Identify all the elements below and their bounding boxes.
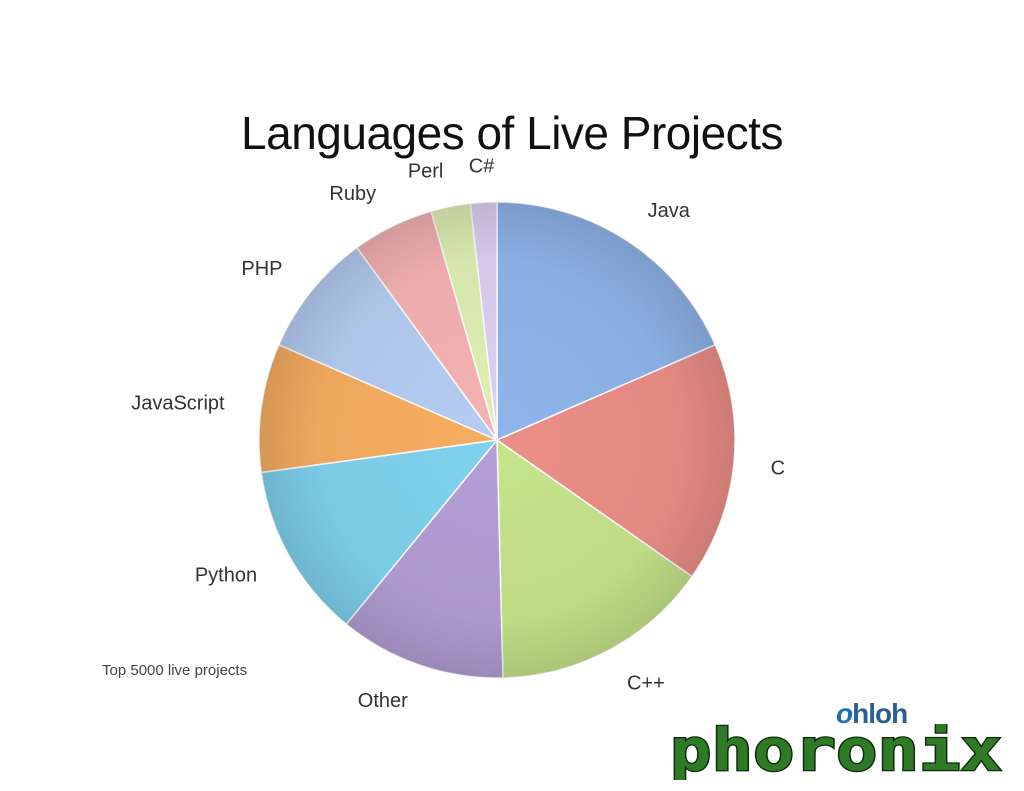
slice-label: Perl <box>408 160 444 182</box>
slice-label: PHP <box>241 258 282 280</box>
phoronix-logo-text: phoronix <box>670 724 1002 780</box>
pie-slices <box>258 201 736 679</box>
slice-label: C# <box>469 155 495 177</box>
ohloh-logo-o: o <box>836 698 853 729</box>
slice-label: C <box>771 457 785 479</box>
slice-label: Other <box>358 690 408 712</box>
phoronix-logo: phoronix <box>669 724 1004 780</box>
slice-label: Python <box>195 565 257 587</box>
chart-title: Languages of Live Projects <box>241 107 783 159</box>
ohloh-logo: ohloh <box>836 698 908 730</box>
chart-footnote: Top 5000 live projects <box>102 662 248 679</box>
slice-label: JavaScript <box>131 392 225 414</box>
slice-label: C++ <box>627 672 665 694</box>
slice-label: Ruby <box>329 183 376 205</box>
slice-label: Java <box>648 200 691 222</box>
ohloh-logo-text: hloh <box>852 698 908 729</box>
pie-labels: Java C C++ Other Python JavaScript PHP Ruby Perl… <box>131 155 785 712</box>
